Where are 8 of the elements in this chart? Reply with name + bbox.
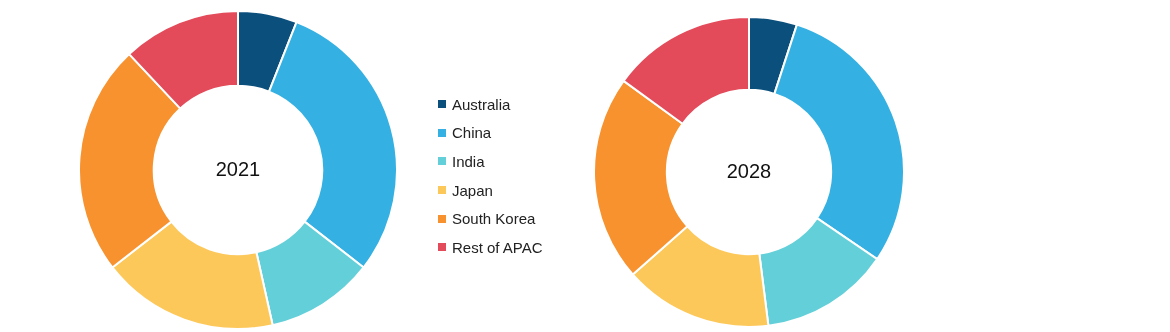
legend-label: Australia (452, 95, 511, 113)
text: 2028 (726, 159, 772, 182)
legend-label: China (452, 124, 492, 142)
legend-label: Rest of APAC (452, 238, 543, 256)
legend-label: South Korea (452, 210, 536, 228)
text: 2021 (215, 157, 261, 180)
legend-label: India (452, 152, 485, 170)
legend-label: Japan (452, 181, 493, 199)
